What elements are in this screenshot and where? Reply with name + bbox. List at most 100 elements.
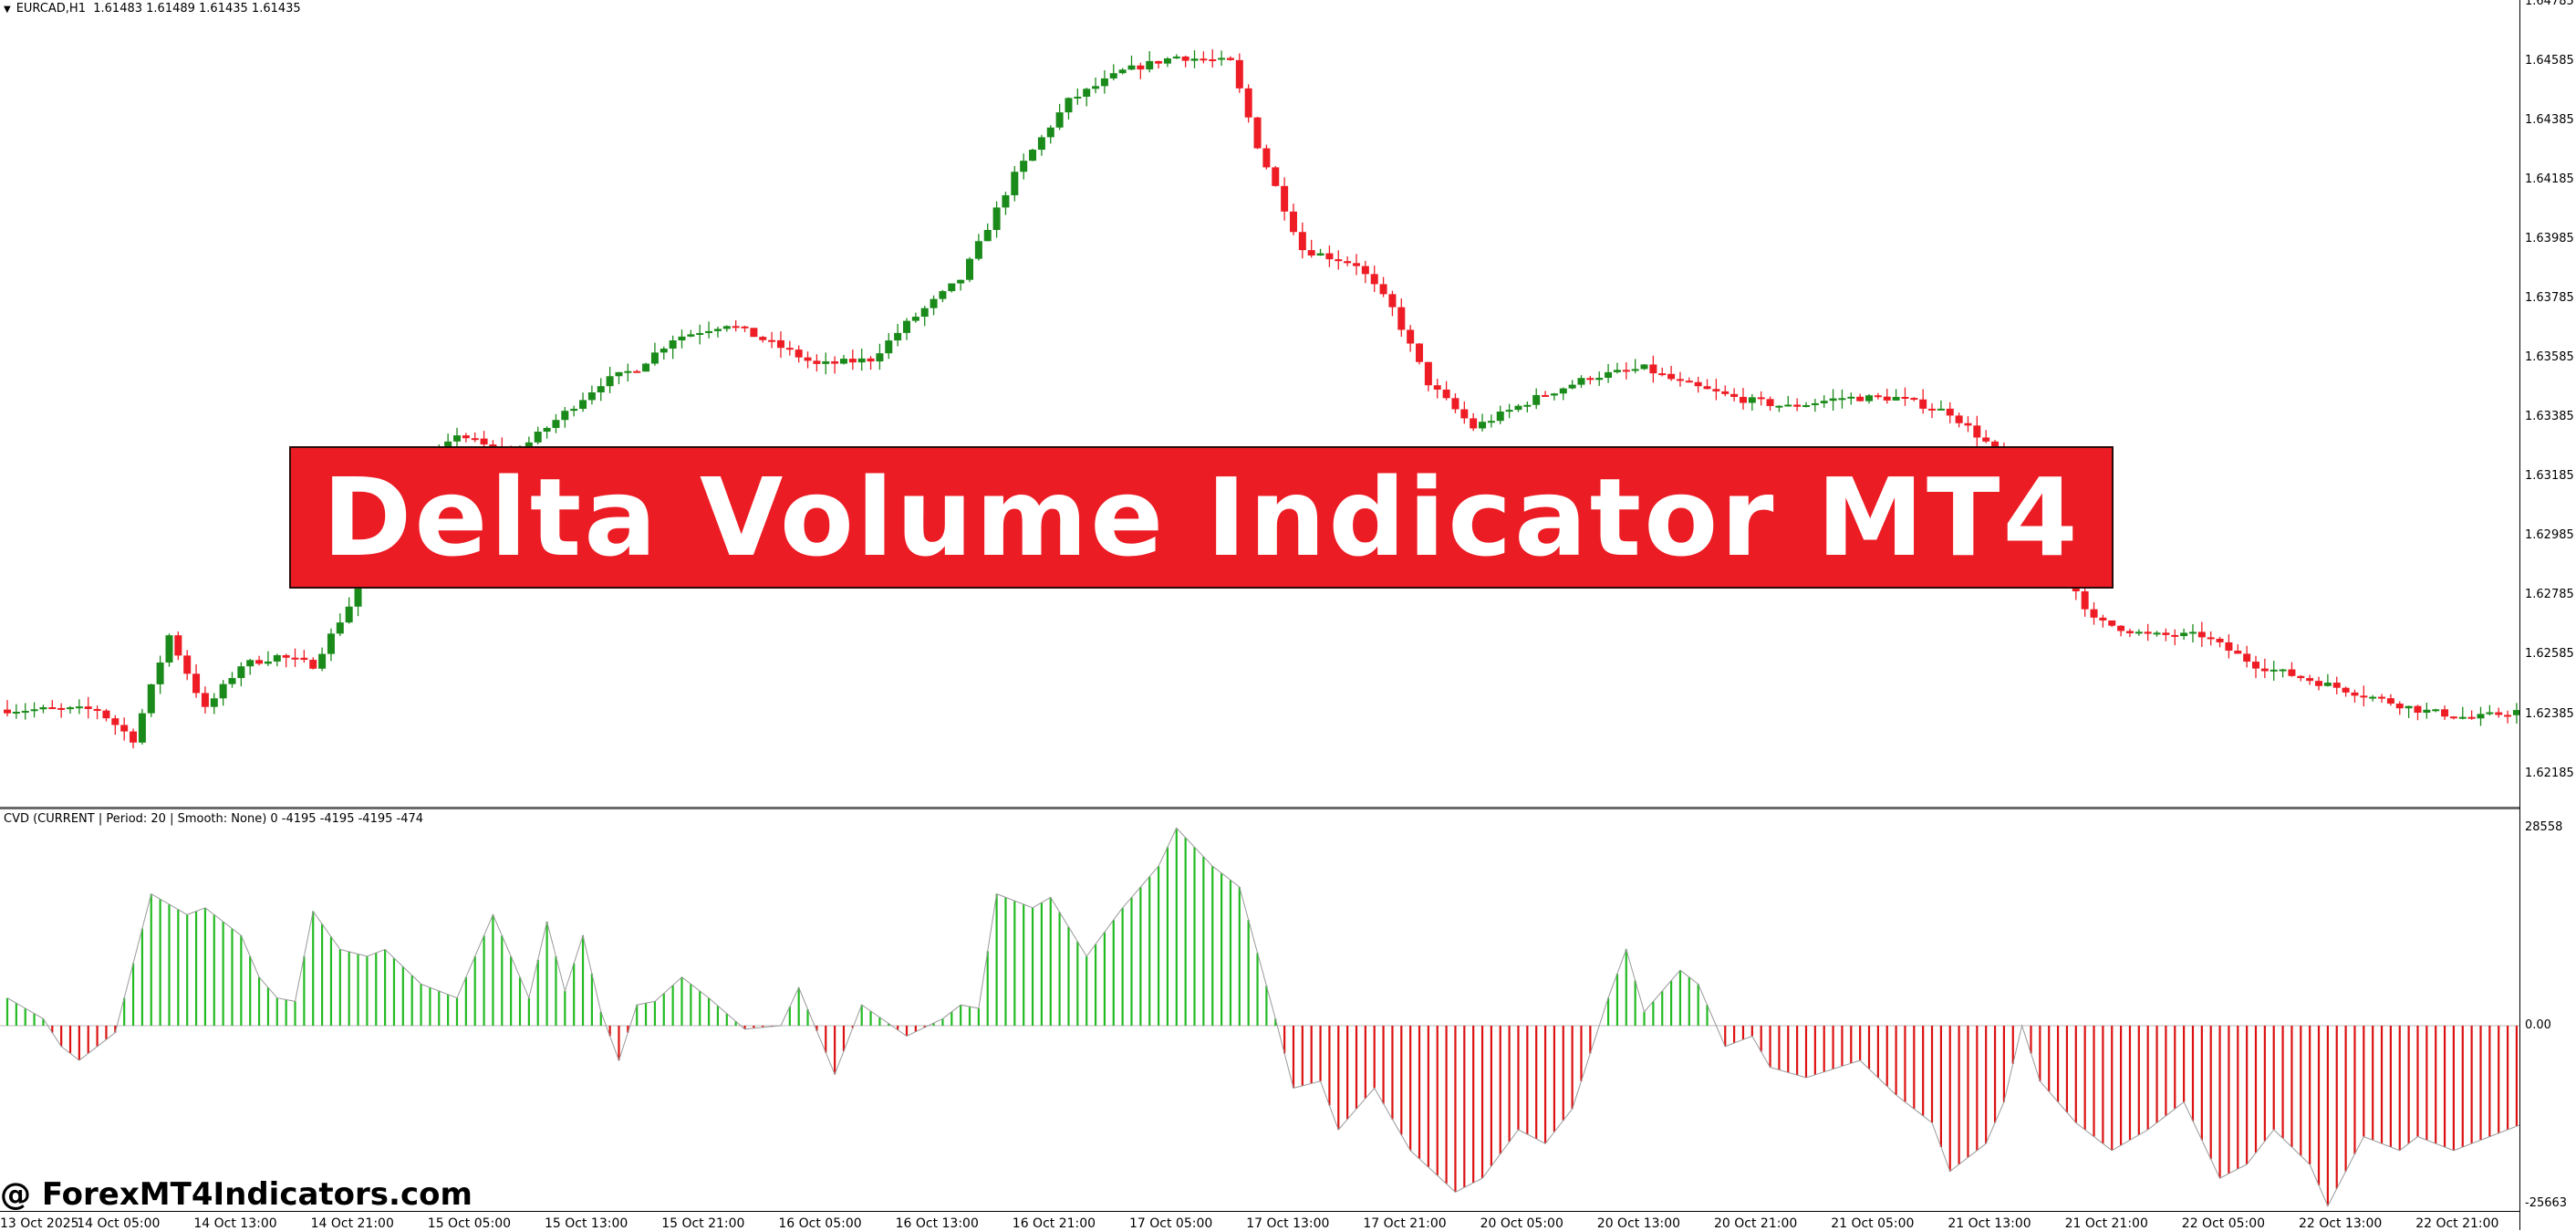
candle-body (606, 376, 614, 387)
candle-body (1092, 86, 1100, 89)
candle-body (776, 339, 784, 349)
candle-body (561, 411, 569, 421)
time-tick-label: 14 Oct 05:00 (77, 1216, 161, 1231)
time-tick-label: 14 Oct 13:00 (193, 1216, 277, 1231)
candle-body (1586, 378, 1594, 381)
candle-body (201, 693, 209, 707)
candle-body (1667, 373, 1676, 380)
price-axis[interactable] (2519, 0, 2576, 1230)
candle-body (1055, 112, 1064, 128)
candle-body (2504, 715, 2512, 717)
candle-body (1982, 437, 1990, 442)
candle-body (813, 360, 821, 364)
candle-body (1289, 211, 1297, 233)
candle-body (1973, 425, 1981, 438)
candle-body (822, 360, 830, 364)
candle-body (336, 622, 344, 634)
candle-body (633, 370, 641, 373)
candle-body (1757, 397, 1765, 400)
candle-body (4, 709, 11, 714)
candle-body (246, 660, 254, 667)
candle-body (1335, 259, 1343, 262)
candle-body (1793, 404, 1802, 407)
candle-body (1262, 148, 1271, 168)
candle-body (1730, 393, 1739, 397)
candle-body (1685, 381, 1693, 383)
candle-body (130, 731, 138, 743)
triangle-down-icon[interactable]: ▼ (4, 5, 11, 15)
candle-body (1281, 185, 1289, 212)
candle-body (2081, 591, 2089, 610)
price-tick-label: 1.64185 (2525, 172, 2574, 186)
pane-divider[interactable] (0, 807, 2519, 809)
candle-body (1172, 56, 1180, 59)
time-axis[interactable] (0, 1211, 2519, 1231)
candle-body (669, 340, 677, 349)
candle-body (1083, 89, 1091, 97)
candle-body (1901, 396, 1909, 399)
candle-body (1874, 395, 1882, 398)
candle-body (2486, 712, 2494, 715)
candle-body (489, 444, 497, 448)
candle-body (2405, 705, 2413, 709)
candle-body (2270, 669, 2278, 672)
candle-body (1514, 405, 1522, 411)
candle-body (2495, 712, 2503, 715)
candle-body (1307, 250, 1315, 256)
candle-body (1272, 167, 1280, 186)
time-tick-label: 21 Oct 21:00 (2064, 1216, 2148, 1231)
candle-body (1496, 412, 1504, 422)
candle-body (1622, 370, 1630, 372)
candle-body (1074, 96, 1082, 99)
candle-body (1658, 373, 1667, 376)
price-tick-label: 1.62785 (2525, 588, 2574, 602)
candle-body (318, 653, 327, 669)
candle-body (678, 336, 686, 341)
candle-body (1065, 98, 1073, 113)
candle-body (939, 291, 947, 299)
indicator-pane[interactable] (0, 809, 2519, 1211)
candle-body (300, 657, 308, 661)
candle-body (471, 438, 479, 441)
time-tick-label: 17 Oct 21:00 (1363, 1216, 1447, 1231)
candle-body (2260, 668, 2269, 672)
candle-body (1892, 396, 1900, 401)
candle-body (839, 359, 847, 364)
candle-body (983, 230, 992, 242)
candle-body (615, 371, 623, 377)
candle-body (696, 332, 704, 335)
candle-body (2323, 683, 2332, 686)
candle-body (1397, 307, 1406, 330)
indicator-title: CVD (CURRENT | Period: 20 | Smooth: None… (4, 812, 424, 826)
candle-body (1442, 389, 1450, 399)
candle-body (2449, 716, 2457, 719)
ohlc-readout: 1.61483 1.61489 1.61435 1.61435 (93, 2, 301, 16)
candle-body (795, 349, 803, 358)
candle-body (48, 707, 57, 710)
candle-body (2197, 631, 2206, 638)
price-chart-pane[interactable] (0, 0, 2519, 808)
candle-body (67, 707, 75, 710)
candle-body (2441, 709, 2449, 717)
candle-body (1416, 343, 1424, 362)
candle-body (1451, 398, 1459, 410)
candle-body (273, 654, 281, 662)
cvd-line (6, 827, 2519, 1207)
candle-body (1829, 398, 1837, 402)
candle-body (2234, 651, 2242, 654)
candle-body (1146, 60, 1154, 70)
candle-body (1550, 393, 1558, 396)
candle-body (1353, 263, 1360, 266)
candle-body (264, 661, 272, 664)
candle-body (1802, 404, 1810, 407)
candle-body (1479, 422, 1487, 429)
candlestick-series (4, 48, 2519, 749)
chart-symbol-title: ▼ EURCAD,H1 1.61483 1.61489 1.61435 1.614… (4, 2, 301, 16)
candle-body (2477, 714, 2485, 719)
candle-body (759, 337, 767, 340)
candle-body (57, 707, 66, 710)
candle-body (1218, 57, 1226, 60)
candle-body (2153, 632, 2161, 635)
candle-body (2188, 631, 2197, 634)
candle-body (2395, 704, 2404, 709)
